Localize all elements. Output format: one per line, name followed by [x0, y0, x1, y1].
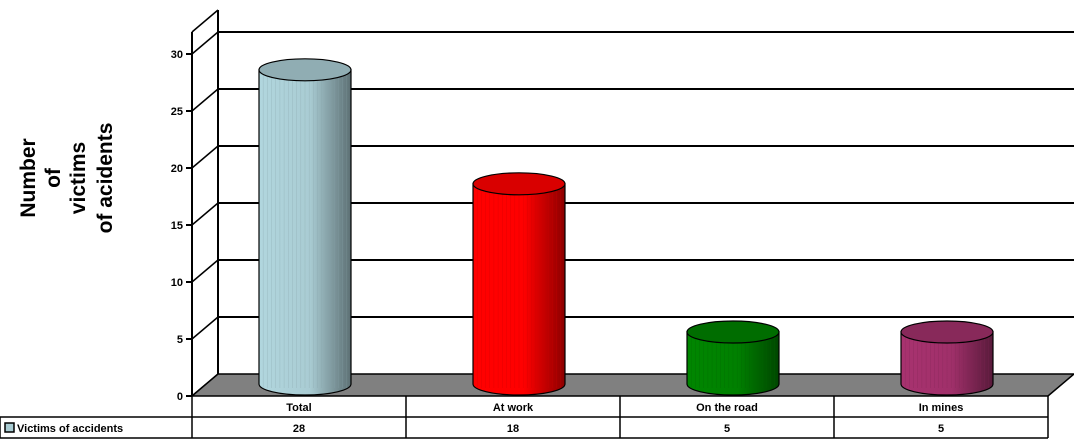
y-axis-label-line: of acidents [94, 123, 117, 234]
side-wall-top-edge [191, 9, 219, 33]
legend-series-name: Victims of accidents [17, 423, 123, 435]
bar-on-the-road [686, 320, 780, 396]
y-tick-label: 30 [171, 49, 183, 61]
y-axis-label: Number of victims of acidents [17, 123, 117, 234]
x-category-label: On the road [696, 402, 758, 414]
y-tick-label: 0 [177, 391, 183, 403]
y-tick-label: 15 [171, 220, 183, 232]
floor-plane [189, 373, 1074, 397]
y-tick-label: 25 [171, 106, 183, 118]
y-axis-label-line: Number [17, 138, 40, 217]
y-axis-label-line: victims [67, 142, 90, 214]
y-tick-labels: 0 5 10 15 20 25 30 [171, 49, 183, 403]
x-category-label: Total [286, 402, 311, 414]
bar-top [900, 320, 994, 344]
legend-key [4, 422, 15, 433]
data-value-label: 5 [724, 423, 730, 435]
bars [258, 58, 994, 396]
y-tick-label: 5 [177, 334, 183, 346]
data-value-label: 5 [938, 423, 944, 435]
bar-top [686, 320, 780, 344]
y-tick-label: 10 [171, 277, 183, 289]
y-tick-label: 20 [171, 163, 183, 175]
side-gridline [191, 145, 219, 169]
data-table: Total 28 At work 18 On the road 5 In mines 5 Vic… [0, 396, 1049, 439]
bar-top [472, 172, 566, 196]
data-value-label: 18 [507, 423, 519, 435]
side-gridline [191, 88, 219, 112]
side-gridline [191, 31, 219, 55]
bar-in-mines [900, 320, 994, 396]
side-gridline [191, 316, 219, 340]
side-gridline [191, 259, 219, 283]
gridlines [191, 9, 1074, 397]
side-gridline [191, 202, 219, 226]
bar-top [258, 58, 352, 82]
data-value-label: 28 [293, 423, 305, 435]
bar-total [258, 58, 352, 396]
x-category-label: In mines [919, 402, 964, 414]
y-axis-label-line: of [42, 167, 65, 188]
bar-at-work [472, 172, 566, 396]
x-category-label: At work [493, 402, 534, 414]
y-axis [186, 32, 193, 397]
chart-floor [189, 373, 1074, 397]
